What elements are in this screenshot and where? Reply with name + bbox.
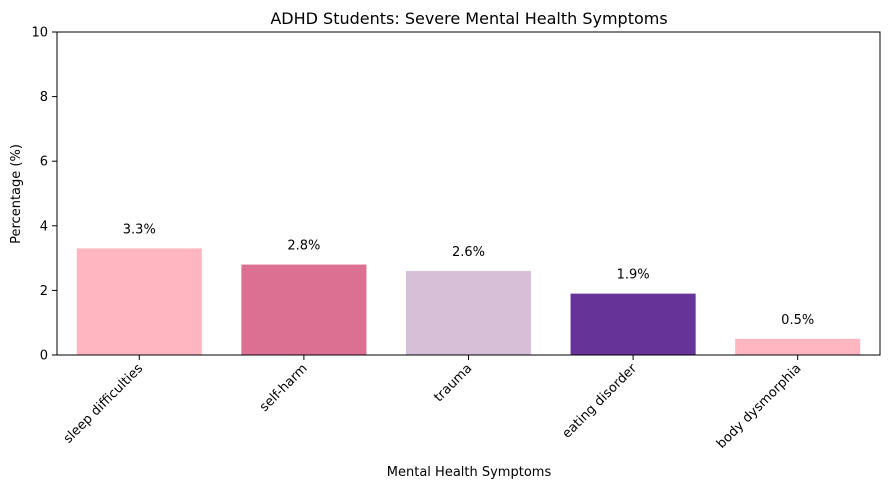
bar	[76, 248, 202, 355]
data-label: 2.8%	[287, 239, 320, 254]
bar	[241, 264, 367, 355]
y-axis-label: Percentage (%)	[9, 144, 24, 244]
chart-title: ADHD Students: Severe Mental Health Symp…	[270, 9, 667, 28]
y-tick-label: 10	[31, 26, 48, 41]
x-tick-label: body dysmorphia	[714, 361, 805, 452]
x-tick-label: sleep difficulties	[61, 361, 146, 446]
y-tick-label: 4	[40, 219, 48, 234]
bar	[405, 271, 532, 355]
y-tick-label: 2	[40, 284, 48, 299]
y-tick-label: 8	[40, 90, 48, 105]
x-axis-label: Mental Health Symptoms	[387, 465, 552, 480]
data-label: 0.5%	[781, 313, 814, 328]
x-tick-label: trauma	[431, 361, 475, 405]
bars	[76, 248, 861, 355]
data-labels: 3.3% 2.8% 2.6% 1.9% 0.5%	[123, 222, 814, 327]
y-tick-label: 6	[40, 155, 48, 170]
bar	[735, 338, 861, 355]
bar	[570, 293, 696, 355]
data-label: 3.3%	[123, 222, 156, 237]
data-label: 2.6%	[452, 245, 485, 260]
data-label: 1.9%	[617, 268, 650, 283]
x-tick-label: self-harm	[257, 361, 311, 415]
x-axis: sleep difficulties self-harm trauma eating …	[61, 355, 805, 452]
y-axis: 0 2 4 6 8 10	[31, 26, 57, 364]
y-tick-label: 0	[40, 349, 48, 364]
plot-frame	[56, 31, 881, 356]
x-tick-label: eating disorder	[560, 361, 641, 442]
